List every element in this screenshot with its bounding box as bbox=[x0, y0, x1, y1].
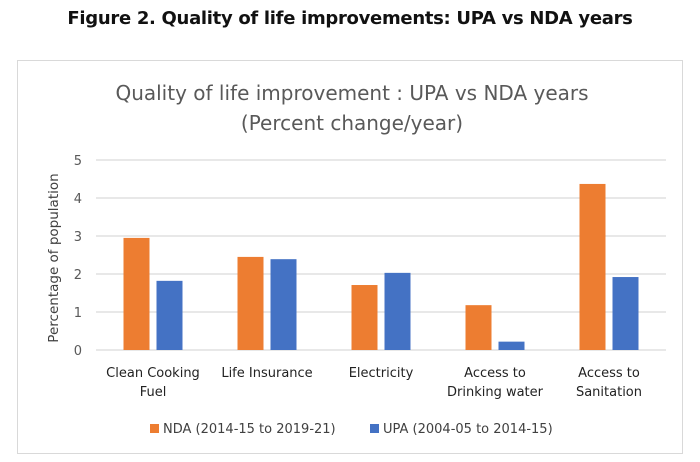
y-tick-label: 0 bbox=[74, 344, 82, 359]
x-category-label: Drinking water bbox=[447, 385, 544, 400]
bar-upa bbox=[270, 259, 297, 350]
legend-swatch bbox=[370, 424, 379, 433]
bar-nda bbox=[465, 305, 492, 350]
chart-frame bbox=[17, 60, 683, 454]
bar-nda bbox=[123, 237, 150, 350]
y-tick-label: 5 bbox=[74, 154, 82, 169]
legend-label: NDA (2014-15 to 2019-21) bbox=[163, 422, 336, 437]
x-category-label: Access to bbox=[578, 366, 640, 381]
legend-label: UPA (2004-05 to 2014-15) bbox=[383, 422, 553, 437]
bar-nda bbox=[351, 285, 378, 350]
y-tick-label: 1 bbox=[74, 306, 82, 321]
y-axis-label: Percentage of population bbox=[46, 173, 62, 342]
chart-title-line: (Percent change/year) bbox=[241, 111, 463, 135]
bar-upa bbox=[156, 280, 183, 350]
legend-swatch bbox=[150, 424, 159, 433]
bar-nda bbox=[579, 183, 606, 350]
x-category-label: Access to bbox=[464, 366, 526, 381]
bar-upa bbox=[384, 272, 411, 350]
y-tick-label: 2 bbox=[74, 268, 82, 283]
x-category-label: Life Insurance bbox=[221, 366, 312, 381]
x-category-label: Electricity bbox=[349, 366, 414, 381]
bar-upa bbox=[498, 341, 525, 350]
chart-title-line: Quality of life improvement : UPA vs NDA… bbox=[115, 81, 588, 105]
y-tick-label: 3 bbox=[74, 230, 82, 245]
bar-upa bbox=[612, 277, 639, 350]
x-category-label: Sanitation bbox=[576, 385, 642, 400]
bar-nda bbox=[237, 256, 264, 350]
figure-title: Figure 2. Quality of life improvements: … bbox=[67, 8, 633, 29]
x-category-label: Clean Cooking bbox=[106, 366, 200, 381]
x-category-label: Fuel bbox=[140, 385, 167, 400]
y-tick-label: 4 bbox=[74, 192, 82, 207]
